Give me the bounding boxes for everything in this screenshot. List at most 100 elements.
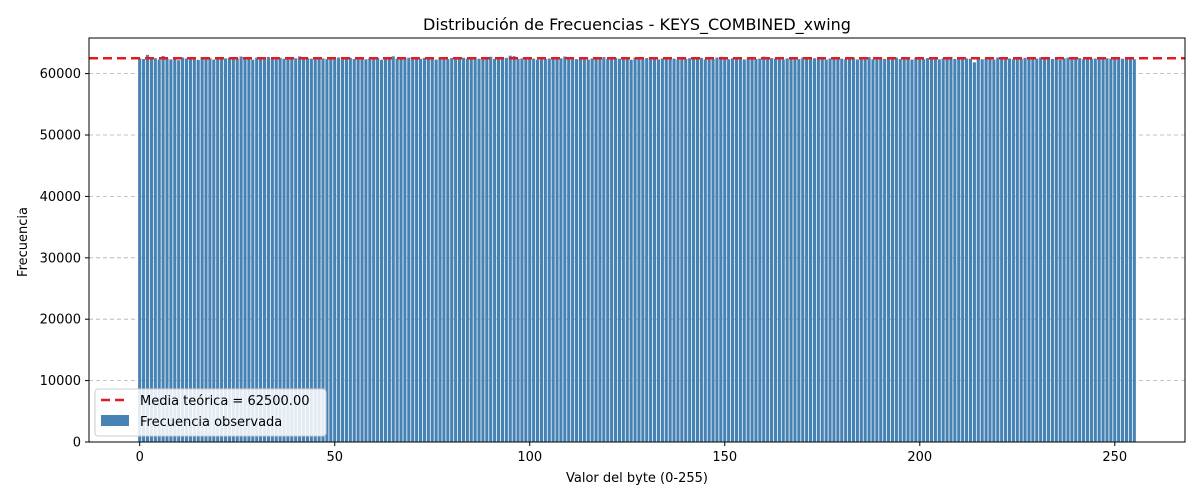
x-axis-ticks: 0 50 100 150 200 250 [136, 442, 1127, 465]
bar [223, 58, 228, 443]
bar [840, 58, 844, 442]
bar [1093, 58, 1097, 443]
bar [707, 58, 711, 442]
bar [535, 59, 540, 443]
bar [1004, 57, 1008, 442]
bar [192, 57, 196, 443]
bar [1128, 59, 1132, 443]
y-tick-label: 40000 [40, 190, 81, 205]
bar [403, 58, 407, 442]
bar [161, 56, 165, 443]
bar [836, 57, 840, 442]
bar [454, 58, 458, 443]
legend-bar-label: Frecuencia observada [140, 415, 282, 430]
bar [543, 58, 547, 443]
bar [863, 58, 867, 442]
bar [383, 58, 387, 443]
bar [758, 58, 762, 442]
bar [992, 59, 996, 443]
bar [883, 58, 887, 443]
bar [204, 58, 208, 442]
bar [875, 58, 879, 443]
bar [676, 59, 680, 443]
bar [672, 58, 676, 442]
bar [691, 59, 696, 442]
bar [418, 58, 423, 443]
bar [723, 58, 727, 442]
bar [801, 57, 805, 442]
bar [922, 59, 926, 442]
bar [641, 59, 645, 442]
bar [968, 58, 973, 442]
bar [867, 57, 871, 442]
x-tick-label: 150 [712, 450, 737, 465]
bar [742, 59, 746, 443]
bar [539, 58, 544, 442]
bar [586, 59, 590, 443]
bar [789, 58, 793, 443]
bar [770, 58, 774, 442]
bar [1074, 58, 1078, 442]
bar [407, 57, 411, 443]
bar [340, 59, 345, 443]
bar [1011, 59, 1015, 442]
bar [976, 57, 980, 443]
bar [259, 58, 263, 442]
bar [617, 58, 622, 442]
bar [411, 59, 415, 443]
bar [898, 59, 902, 443]
bar [216, 57, 220, 442]
bar [200, 57, 204, 442]
bar [477, 58, 481, 442]
y-axis-ticks: 0 10000 20000 30000 40000 50000 60000 [40, 67, 89, 451]
bar [961, 59, 965, 443]
bar [953, 58, 957, 443]
bar [1058, 59, 1062, 442]
legend: Media teórica = 62500.00 Frecuencia obse… [94, 388, 327, 437]
bar [196, 59, 200, 442]
x-tick-label: 200 [907, 450, 932, 465]
bar [547, 58, 551, 443]
bar [606, 58, 610, 443]
bar [1109, 58, 1113, 442]
bar [828, 58, 832, 443]
bar [270, 58, 274, 443]
bar [652, 57, 657, 442]
bar [438, 57, 442, 442]
bar [356, 58, 360, 442]
bar [301, 59, 306, 443]
bar [1039, 57, 1043, 443]
bar [512, 56, 516, 442]
bar [594, 59, 598, 442]
bar [251, 59, 255, 443]
bar [785, 58, 789, 443]
bar [906, 58, 910, 442]
bar [629, 59, 633, 442]
bar [645, 58, 649, 442]
bar [184, 58, 189, 443]
chart-title: Distribución de Frecuencias - KEYS_COMBI… [423, 15, 851, 35]
bar [988, 58, 992, 442]
y-tick-label: 50000 [40, 129, 81, 144]
bar [656, 59, 661, 442]
bar [1089, 58, 1093, 443]
bar [294, 58, 298, 443]
bar [937, 59, 941, 442]
bar [298, 56, 302, 442]
bar [625, 58, 629, 442]
bar [243, 58, 247, 443]
bar [1117, 57, 1121, 443]
bar [941, 58, 945, 443]
bar [387, 58, 391, 443]
bar [1043, 59, 1047, 443]
bar [173, 58, 177, 442]
bar [528, 57, 532, 442]
x-tick-label: 250 [1102, 450, 1127, 465]
bar [902, 58, 906, 442]
bar [1078, 58, 1082, 442]
bar [890, 59, 895, 442]
bar [1113, 59, 1117, 442]
bar [309, 58, 313, 442]
bar [559, 58, 563, 443]
